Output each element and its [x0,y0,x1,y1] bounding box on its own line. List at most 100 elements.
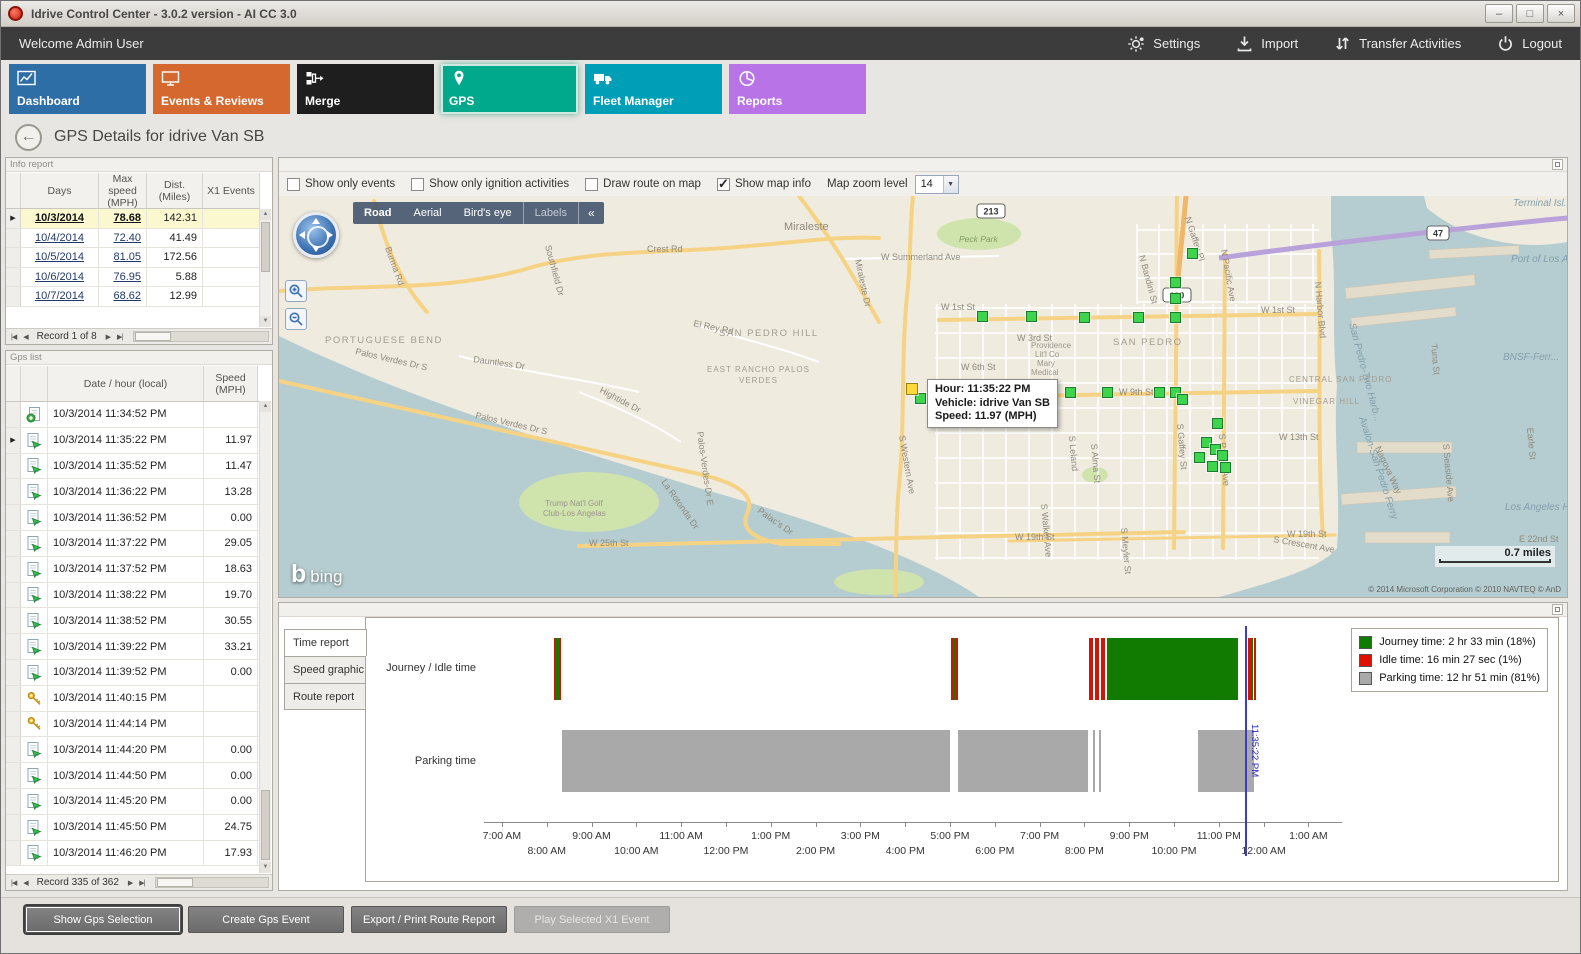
gps-point-marker[interactable] [1212,418,1223,429]
button-show-gps-selection[interactable]: Show Gps Selection [25,906,181,933]
back-button[interactable]: ← [15,123,42,151]
selected-gps-point-marker[interactable] [906,383,918,395]
day-link[interactable]: 10/5/2014 [21,248,99,267]
column-header-date-hour-local[interactable]: Date / hour (local) [48,366,204,401]
gps-list-row[interactable]: 10/3/2014 11:44:14 PM [6,711,260,738]
close-button[interactable]: × [1547,4,1575,23]
collapse-map-panel-button[interactable] [1552,159,1563,170]
gps-point-marker[interactable] [1133,312,1144,323]
gps-list-row[interactable]: ▶ 10/3/2014 11:35:22 PM 11.97 [6,427,260,454]
max-speed-link[interactable]: 72.40 [99,228,147,247]
day-link[interactable]: 10/4/2014 [21,228,99,247]
scrollbar-thumb[interactable] [261,790,270,860]
tab-route-report[interactable]: Route report [284,683,366,710]
nav-next-button[interactable]: ▶ [127,879,133,887]
gps-point-marker[interactable] [1026,311,1037,322]
max-speed-link[interactable]: 68.62 [99,287,147,306]
map-bar-collapse-button[interactable]: « [588,206,595,220]
nav-tile-dashboard[interactable]: Dashboard [9,64,146,114]
gps-list-row[interactable]: 10/3/2014 11:46:20 PM 17.93 [6,840,260,867]
info-report-row[interactable]: 10/4/2014 72.40 41.49 [6,228,260,248]
nav-first-button[interactable]: |◀ [11,879,17,887]
map-view-labels-button[interactable]: Labels [522,202,579,224]
max-speed-link[interactable]: 78.68 [99,209,147,228]
gps-point-marker[interactable] [1217,450,1228,461]
day-link[interactable]: 10/7/2014 [21,287,99,306]
map-zoom-in-button[interactable] [285,280,307,302]
gps-point-marker[interactable] [1170,312,1181,323]
info-report-row[interactable]: 10/6/2014 76.95 5.88 [6,267,260,287]
nav-tile-gps[interactable]: GPS [441,64,578,114]
nav-next-button[interactable]: ▶ [105,333,111,341]
checkbox-show-only-ignition-activities[interactable]: Show only ignition activities [411,177,569,191]
tab-speed-graphic[interactable]: Speed graphic [284,656,366,683]
map-view-aerial-button[interactable]: Aerial [413,207,442,219]
gps-point-marker[interactable] [1170,387,1181,398]
gps-point-marker[interactable] [915,393,926,404]
info-report-row[interactable]: 10/5/2014 81.05 172.56 [6,248,260,268]
map-zoom-select[interactable]: 14 ▼ [914,174,959,194]
minimize-button[interactable]: – [1485,4,1513,23]
scrollbar-thumb[interactable] [157,878,194,887]
scrollbar-thumb[interactable] [135,332,172,341]
max-speed-link[interactable]: 81.05 [99,248,147,267]
gps-point-marker[interactable] [1194,452,1205,463]
map-zoom-out-button[interactable] [285,308,307,330]
checkbox-show-only-events[interactable]: Show only events [287,177,395,191]
gps-point-marker[interactable] [1201,437,1212,448]
gps-point-marker[interactable] [1207,461,1218,472]
nav-tile-merge[interactable]: Merge [297,64,434,114]
scrollbar-thumb[interactable] [261,222,270,272]
gps-list-row[interactable]: 10/3/2014 11:38:22 PM 19.70 [6,582,260,609]
tab-time-report[interactable]: Time report [284,629,367,656]
gps-list-row[interactable]: 10/3/2014 11:45:20 PM 0.00 [6,788,260,815]
horizontal-scrollbar[interactable] [155,877,269,888]
info-report-row[interactable]: 10/7/2014 68.62 12.99 [6,287,260,307]
column-header-max-speed-mph[interactable]: Max speed (MPH) [99,173,147,209]
nav-prev-button[interactable]: ◀ [23,333,28,341]
max-speed-link[interactable]: 76.95 [99,267,147,286]
gps-point-marker[interactable] [1065,387,1076,398]
scroll-up-button[interactable]: ▲ [260,209,271,220]
nav-tile-events-reviews[interactable]: Events & Reviews [153,64,290,114]
map-compass-control[interactable] [293,212,339,258]
time-cursor[interactable] [1245,626,1248,856]
column-header-dist-miles[interactable]: Dist. (Miles) [147,173,203,208]
info-report-vertical-scrollbar[interactable]: ▲ ▼ [259,209,271,327]
day-link[interactable]: 10/6/2014 [21,267,99,286]
gps-point-marker[interactable] [1210,444,1221,455]
button-export-print-route-report[interactable]: Export / Print Route Report [351,906,507,933]
menu-item-logout[interactable]: Logout [1497,35,1562,52]
gps-list-row[interactable]: 10/3/2014 11:36:22 PM 13.28 [6,479,260,506]
gps-point-marker[interactable] [1170,293,1181,304]
gps-list-row[interactable]: 10/3/2014 11:44:20 PM 0.00 [6,737,260,764]
gps-list-row[interactable]: 10/3/2014 11:39:52 PM 0.00 [6,659,260,686]
scroll-up-button[interactable]: ▲ [260,401,271,412]
scroll-down-button[interactable]: ▼ [260,316,271,327]
gps-list-row[interactable]: 10/3/2014 11:34:52 PM [6,402,260,428]
gps-point-marker[interactable] [1177,394,1188,405]
nav-prev-button[interactable]: ◀ [23,879,28,887]
nav-last-button[interactable]: ▶| [117,333,123,341]
maximize-button[interactable]: □ [1516,4,1544,23]
horizontal-scrollbar[interactable] [133,331,269,342]
gps-point-marker[interactable] [1154,387,1165,398]
checkbox-draw-route-on-map[interactable]: Draw route on map [585,177,701,191]
gps-point-marker[interactable] [1187,248,1198,259]
gps-point-marker[interactable] [1079,312,1090,323]
gps-point-marker[interactable] [1170,277,1181,288]
info-report-row[interactable]: ▶ 10/3/2014 78.68 142.31 [6,209,260,229]
gps-list-row[interactable]: 10/3/2014 11:37:52 PM 18.63 [6,556,260,583]
collapse-chart-panel-button[interactable] [1552,604,1563,615]
gps-list-row[interactable]: 10/3/2014 11:38:52 PM 30.55 [6,608,260,635]
nav-tile-fleet-manager[interactable]: Fleet Manager [585,64,722,114]
map-view-bird-s-eye-button[interactable]: Bird's eye [463,207,512,219]
column-header-days[interactable]: Days [21,173,99,208]
gps-list-row[interactable]: 10/3/2014 11:35:52 PM 11.47 [6,453,260,480]
gps-list-row[interactable]: 10/3/2014 11:37:22 PM 29.05 [6,530,260,557]
button-create-gps-event[interactable]: Create Gps Event [188,906,344,933]
gps-point-marker[interactable] [1220,462,1231,473]
gps-list-row[interactable]: 10/3/2014 11:39:22 PM 33.21 [6,634,260,660]
gps-list-row[interactable]: 10/3/2014 11:40:15 PM [6,685,260,712]
menu-item-settings[interactable]: Settings [1128,35,1200,52]
